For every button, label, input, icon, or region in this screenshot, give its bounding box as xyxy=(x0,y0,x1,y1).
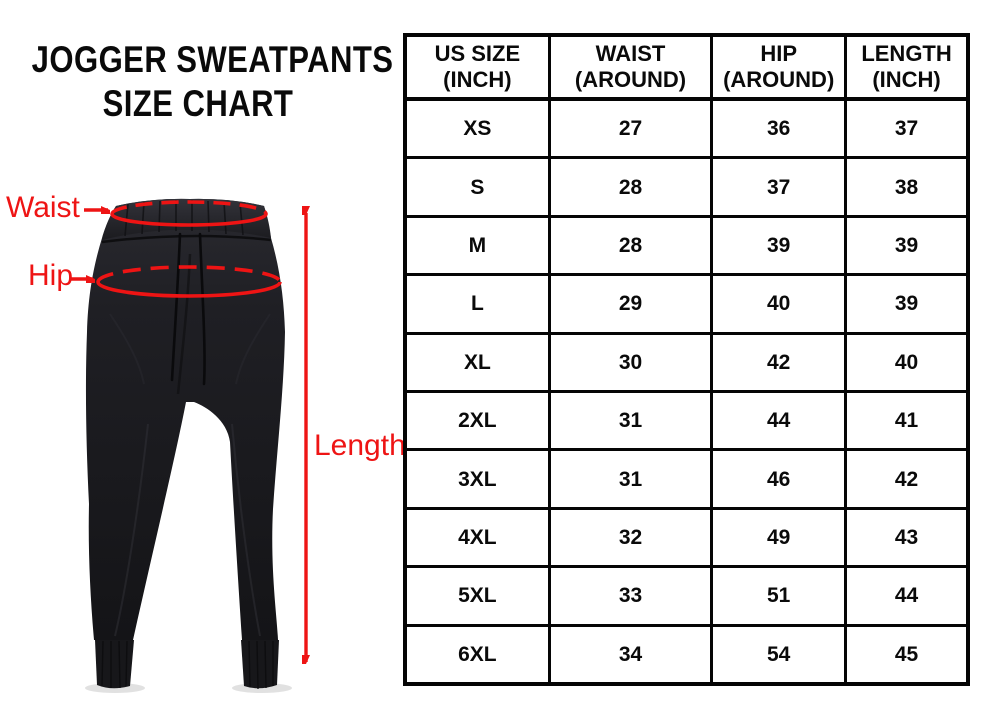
table-row: 6XL 34 54 45 xyxy=(407,626,966,682)
size-cell: L xyxy=(407,276,551,332)
table-row: 2XL 31 44 41 xyxy=(407,393,966,452)
waist-cell: 29 xyxy=(551,276,714,332)
hip-cell: 51 xyxy=(713,568,848,624)
table-row: M 28 39 39 xyxy=(407,217,966,277)
table-row: 4XL 32 49 43 xyxy=(407,509,966,569)
column-header-length: LENGTH (INCH) xyxy=(847,37,966,97)
header-text: (INCH) xyxy=(443,67,512,93)
length-cell: 39 xyxy=(894,292,919,316)
length-label: Length xyxy=(314,429,406,462)
length-cell: 44 xyxy=(894,584,919,608)
size-cell: S xyxy=(407,159,551,215)
waist-cell: 34 xyxy=(551,626,714,682)
hip-cell: 54 xyxy=(713,626,848,682)
page-title: JOGGER SWEATPANTS SIZE CHART xyxy=(31,38,394,125)
column-header-waist: WAIST (AROUND) xyxy=(551,37,714,98)
size-cell: XS xyxy=(407,101,551,157)
waist-cell: 28 xyxy=(551,217,714,274)
waist-cell: 30 xyxy=(551,334,714,391)
header-text: (INCH) xyxy=(872,67,941,93)
hip-ellipse xyxy=(96,265,282,298)
size-cell: 5XL xyxy=(407,568,551,624)
length-cell: 43 xyxy=(894,525,919,549)
header-text: HIP xyxy=(760,40,798,66)
table-row: 5XL 33 51 44 xyxy=(407,568,966,627)
length-cell: 37 xyxy=(894,117,919,141)
jogger-sweatpants-image xyxy=(85,198,292,693)
waist-cell: 32 xyxy=(551,509,714,566)
length-cell: 40 xyxy=(894,350,919,374)
length-cell: 42 xyxy=(894,467,919,491)
size-cell: XL xyxy=(407,334,551,391)
table-row: XS 27 36 37 xyxy=(407,101,966,160)
jogger-figure: Waist Hip Length xyxy=(0,0,406,705)
length-cell: 39 xyxy=(894,233,919,257)
waist-cell: 33 xyxy=(551,568,714,624)
header-text: WAIST xyxy=(595,40,666,66)
waist-cell: 28 xyxy=(551,159,714,215)
hip-cell: 39 xyxy=(713,217,848,274)
waist-ellipse xyxy=(110,200,268,227)
page-title-line2: SIZE CHART xyxy=(102,82,294,124)
waist-cell: 31 xyxy=(551,393,714,449)
size-cell: 6XL xyxy=(407,626,551,682)
column-header-us-size: US SIZE (INCH) xyxy=(407,37,551,98)
page-title-line1: JOGGER SWEATPANTS xyxy=(31,39,394,80)
header-text: LENGTH xyxy=(861,40,952,66)
length-cell: 45 xyxy=(894,642,919,666)
table-header-row: US SIZE (INCH) WAIST (AROUND) HIP (AROUN… xyxy=(407,37,966,102)
size-cell: 2XL xyxy=(407,393,551,449)
table-row: S 28 37 38 xyxy=(407,159,966,218)
table-row: 3XL 31 46 42 xyxy=(407,451,966,510)
table-row: XL 30 42 40 xyxy=(407,334,966,394)
size-cell: 3XL xyxy=(407,451,551,507)
hip-cell: 44 xyxy=(713,393,848,449)
header-text: (AROUND) xyxy=(723,67,835,93)
hip-label: Hip xyxy=(28,259,74,292)
hip-cell: 40 xyxy=(713,276,848,332)
size-cell: 4XL xyxy=(407,509,551,566)
header-text: (AROUND) xyxy=(574,67,687,93)
hip-cell: 46 xyxy=(713,451,848,507)
length-cell: 38 xyxy=(894,175,919,199)
waist-label: Waist xyxy=(6,191,80,224)
hip-cell: 36 xyxy=(713,101,848,157)
size-chart-table: US SIZE (INCH) WAIST (AROUND) HIP (AROUN… xyxy=(403,33,970,686)
size-cell: M xyxy=(407,217,551,274)
hip-cell: 37 xyxy=(713,159,848,215)
hip-cell: 42 xyxy=(713,334,848,391)
figure-panel: JOGGER SWEATPANTS SIZE CHART xyxy=(0,0,406,705)
waist-cell: 31 xyxy=(551,451,714,507)
length-cell: 41 xyxy=(894,409,919,433)
column-header-hip: HIP (AROUND) xyxy=(713,37,848,98)
waist-cell: 27 xyxy=(551,101,714,157)
hip-cell: 49 xyxy=(713,509,848,566)
header-text: US SIZE xyxy=(434,40,521,66)
table-row: L 29 40 39 xyxy=(407,276,966,335)
measurement-annotations xyxy=(71,200,403,705)
